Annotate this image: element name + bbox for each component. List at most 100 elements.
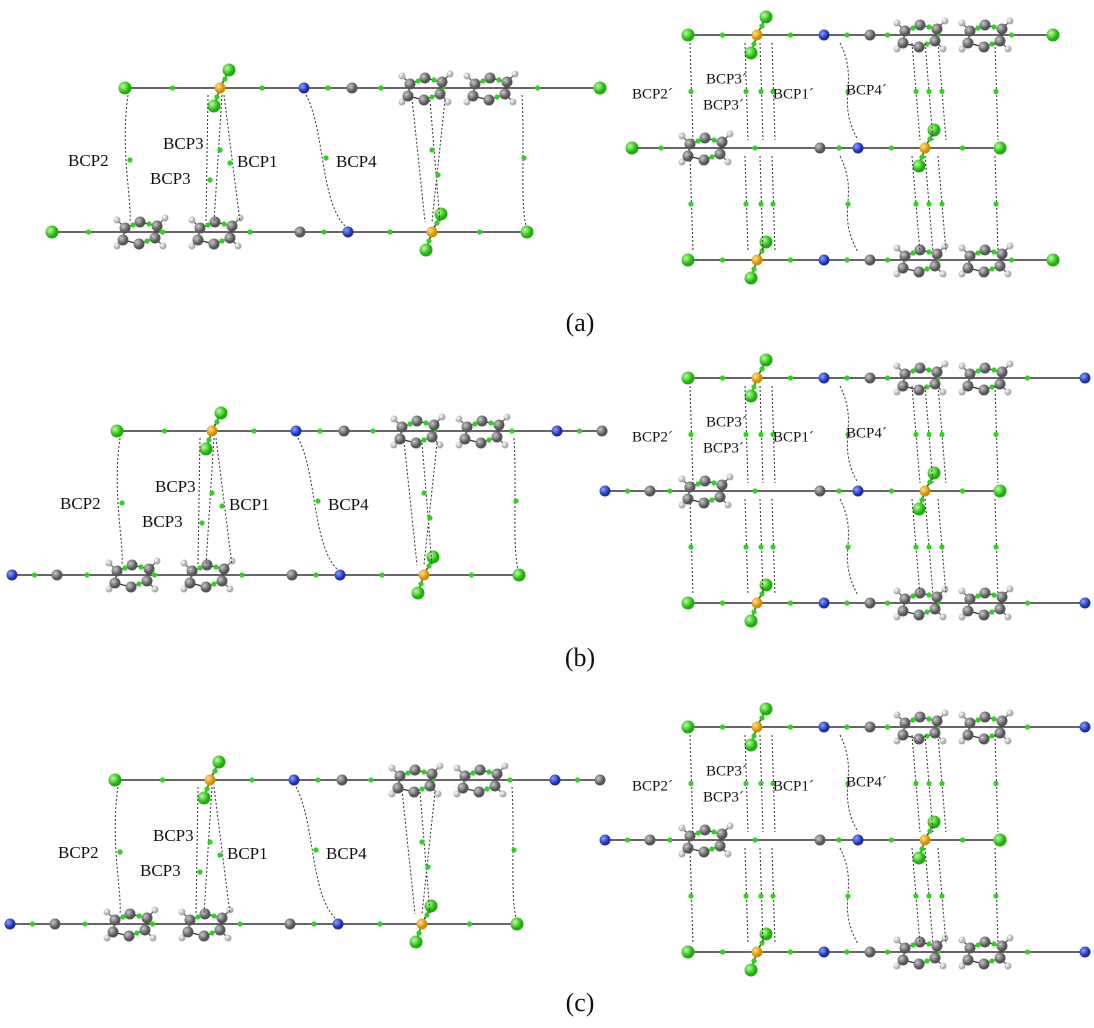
atom (285, 919, 296, 930)
atom (437, 442, 444, 449)
atom (745, 272, 758, 285)
atom (417, 919, 428, 930)
bcp (470, 770, 475, 775)
atom (552, 426, 563, 437)
atom (894, 245, 901, 252)
atom (752, 598, 763, 609)
bcp (885, 375, 890, 380)
atom (920, 143, 931, 154)
atom (521, 226, 534, 239)
atom (5, 919, 16, 930)
atom (915, 937, 926, 948)
atom (853, 835, 864, 846)
bcp (926, 716, 931, 721)
bcp (313, 572, 318, 577)
atom (819, 373, 830, 384)
atom (52, 570, 63, 581)
interaction (206, 95, 208, 222)
bcp (788, 32, 793, 37)
atom (600, 835, 611, 846)
atom (295, 227, 306, 238)
bcp (239, 572, 244, 577)
atom (492, 769, 503, 780)
atom (900, 594, 911, 605)
atom (727, 474, 734, 481)
bcp-label: BCP3´ (706, 763, 747, 779)
atom (900, 369, 911, 380)
atom (819, 598, 830, 609)
atom (198, 792, 211, 805)
bcp (119, 500, 124, 505)
atom (930, 36, 941, 47)
bcp (509, 428, 514, 433)
bcp (913, 432, 918, 437)
bcp (910, 250, 915, 255)
atom (429, 420, 440, 431)
atom (144, 564, 155, 575)
atom (160, 243, 167, 250)
bcp (926, 893, 931, 898)
bcp (136, 913, 141, 918)
bcp (993, 432, 998, 437)
atom (942, 18, 949, 25)
atom (127, 560, 138, 571)
bcp (467, 921, 472, 926)
atom (853, 486, 864, 497)
bcp (222, 76, 227, 81)
atom (110, 915, 121, 926)
atom (932, 716, 943, 727)
bcp (429, 94, 434, 99)
bcp (204, 786, 209, 791)
atom (725, 159, 732, 166)
bcp (845, 201, 850, 206)
atom (980, 245, 991, 256)
atom (445, 99, 452, 106)
bcp-label: BCP3 (142, 512, 183, 531)
atom (819, 30, 830, 41)
atom (815, 835, 826, 846)
atom (512, 71, 519, 78)
atom (752, 373, 763, 384)
bcp (993, 781, 998, 786)
atom (391, 416, 398, 423)
bcp (496, 77, 501, 82)
atom (725, 502, 732, 509)
atom (124, 931, 135, 942)
bcp (136, 581, 141, 586)
atom (50, 919, 61, 930)
atom (1080, 947, 1091, 958)
atom (979, 385, 990, 396)
atom (468, 91, 479, 102)
bcp (213, 564, 218, 569)
bcp (836, 145, 841, 150)
atom (932, 592, 943, 603)
atom (458, 783, 469, 794)
atom (199, 931, 210, 942)
atom (490, 781, 501, 792)
atom (189, 217, 196, 224)
bcp (910, 717, 915, 722)
atom (213, 756, 226, 769)
atom (200, 443, 213, 456)
atom (865, 947, 876, 958)
bcp (423, 420, 428, 425)
atom (894, 363, 901, 370)
atom (135, 217, 146, 228)
atom (915, 245, 926, 256)
bcp (759, 715, 764, 720)
atom (979, 267, 990, 278)
bcp (939, 544, 944, 549)
atom (898, 606, 909, 617)
atom (965, 251, 976, 262)
bcp (313, 847, 318, 852)
bcp (844, 724, 849, 729)
bcp (751, 609, 756, 614)
bcp (758, 781, 763, 786)
atom (1005, 389, 1012, 396)
atom (717, 829, 728, 840)
bcp (219, 238, 224, 243)
bcp (219, 503, 224, 508)
bcp (120, 914, 125, 919)
atom (815, 143, 826, 154)
atom (760, 11, 773, 24)
